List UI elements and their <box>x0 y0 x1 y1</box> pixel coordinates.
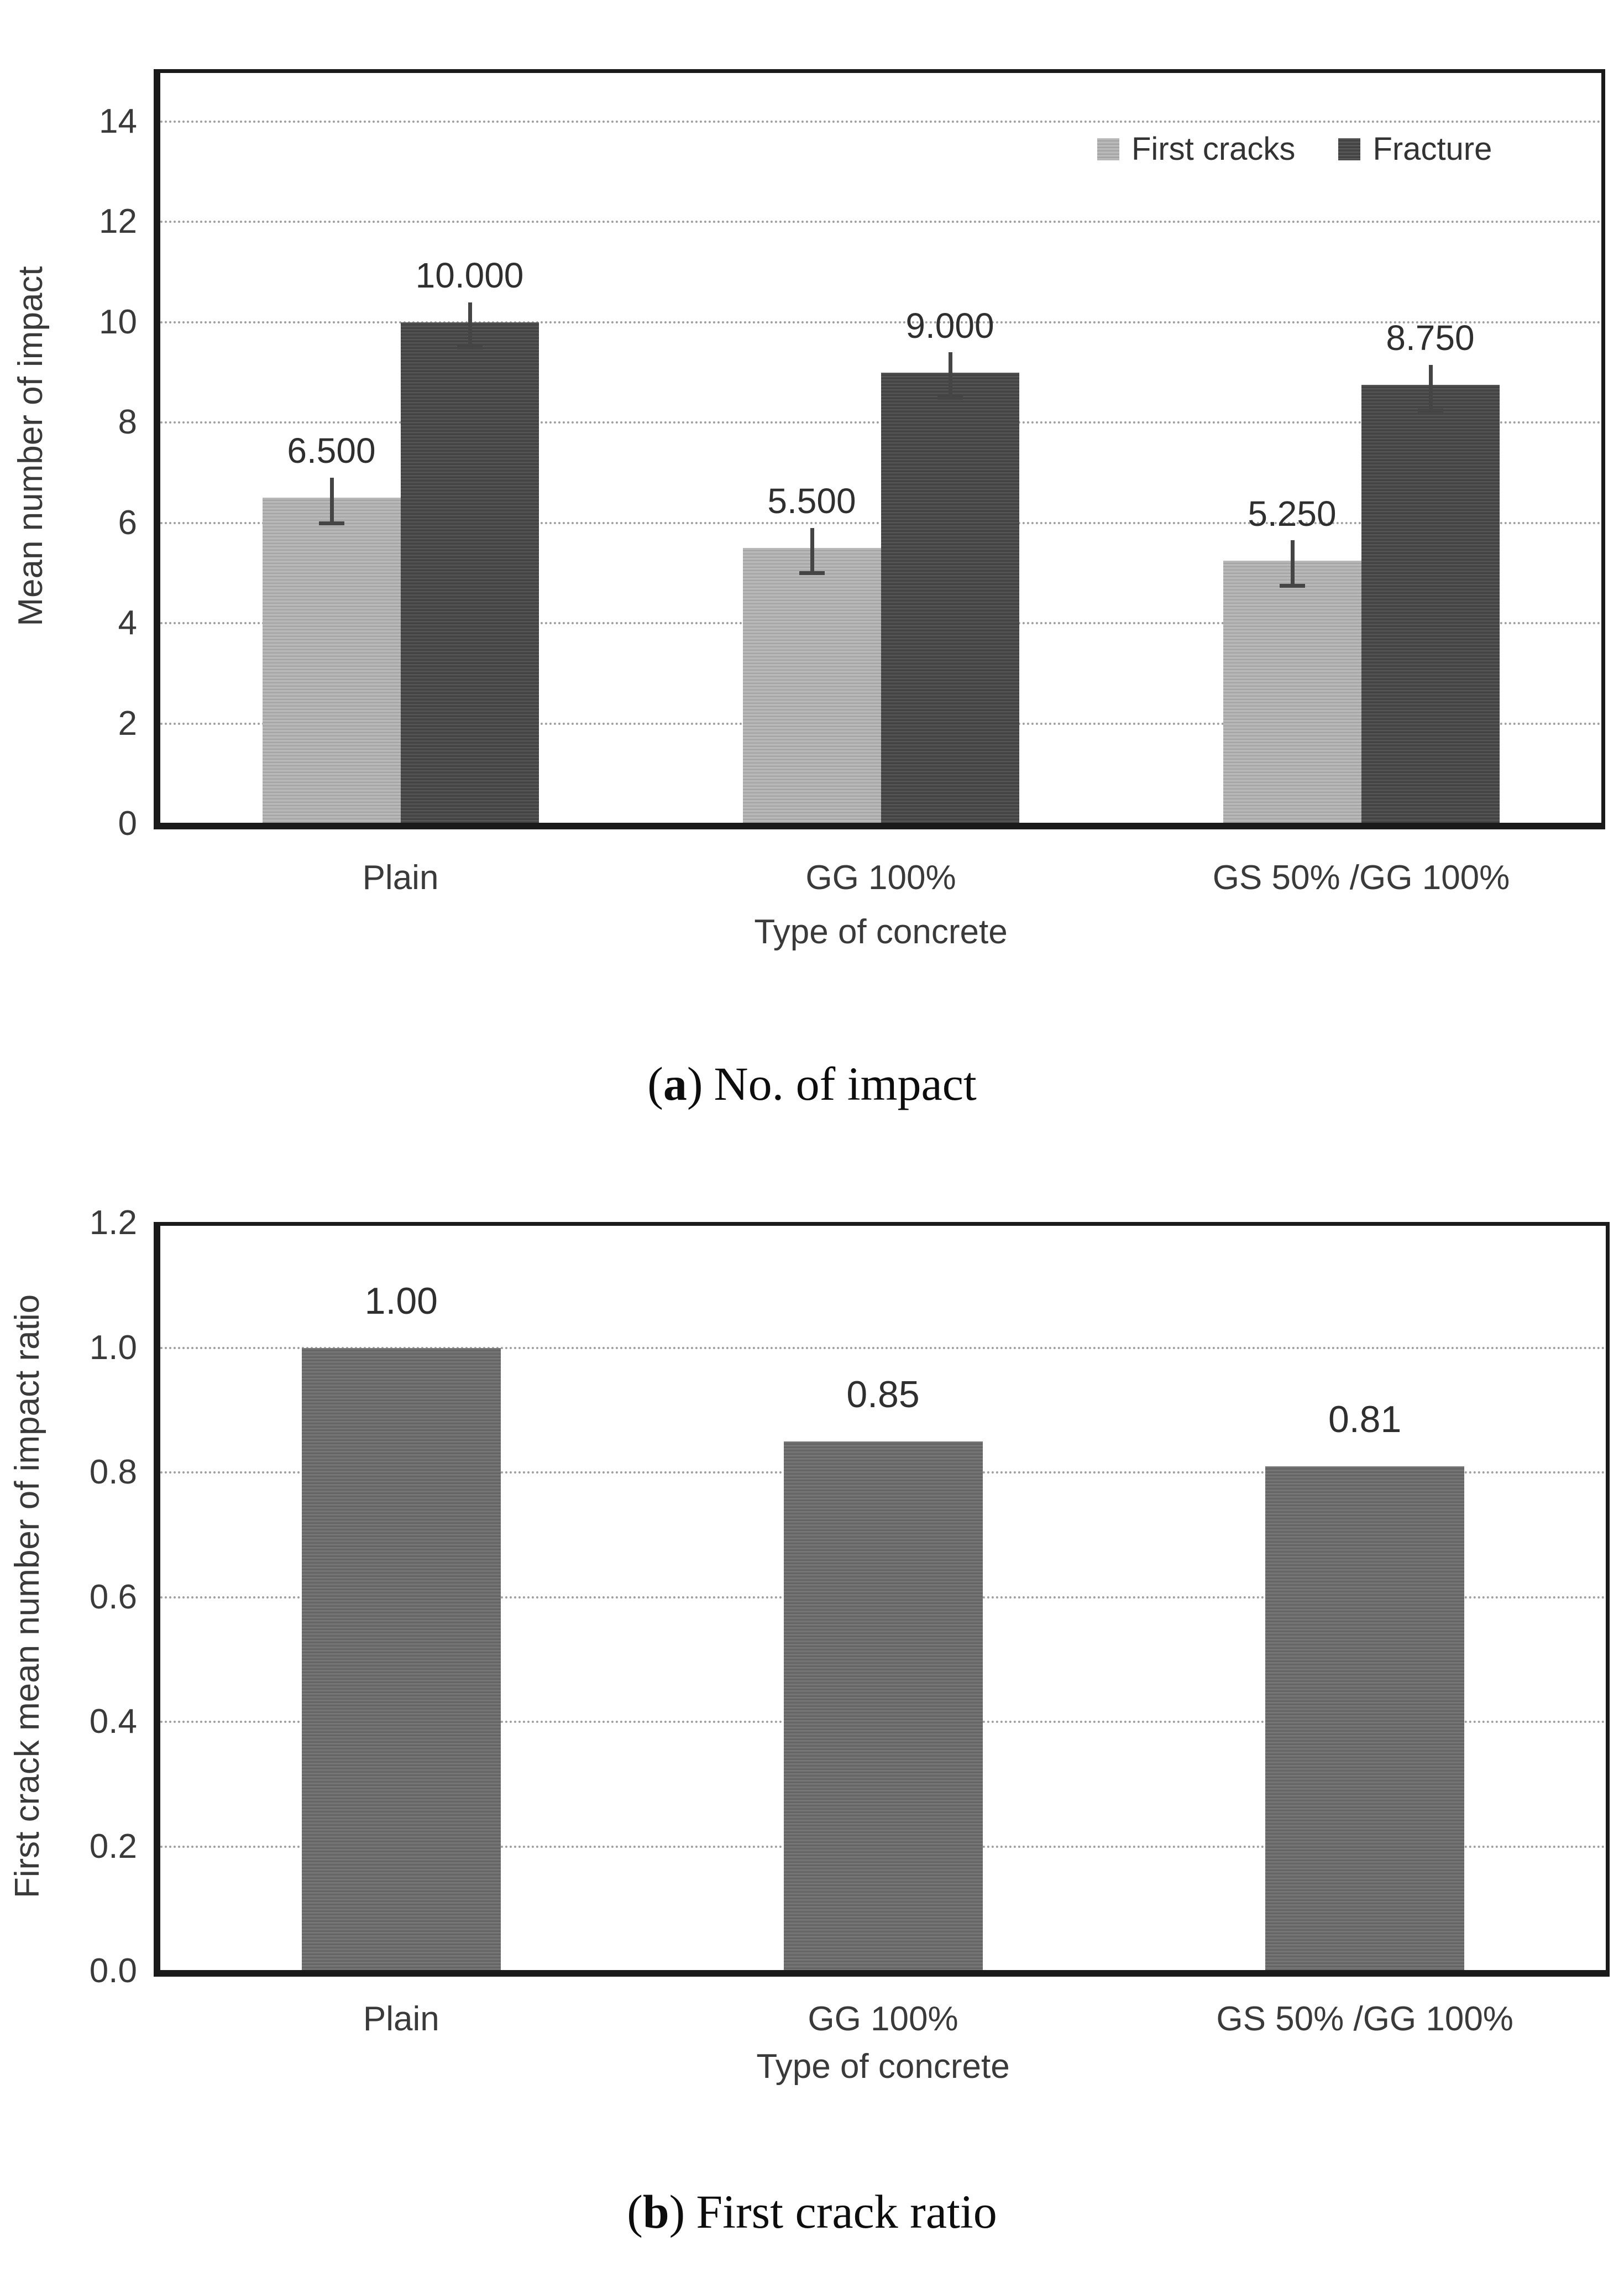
y-tick-label: 0.0 <box>89 1952 137 1990</box>
legend-swatch-first-cracks <box>1097 138 1119 160</box>
y-tick-label: 2 <box>118 704 137 743</box>
x-axis-title-ratio: Type of concrete <box>756 2047 1010 2086</box>
bar-fracture <box>1361 385 1500 824</box>
plot-border-right <box>1601 69 1605 829</box>
bar-first-crack-ratio <box>301 1347 501 1971</box>
x-category-label: GG 100% <box>808 2000 958 2038</box>
y-tick-label: 1.2 <box>89 1204 137 1242</box>
y-tick-label: 0.8 <box>89 1453 137 1491</box>
y-tick-label: 14 <box>99 102 137 140</box>
y-axis-line <box>154 1222 160 1977</box>
y-tick-label: 0.2 <box>89 1827 137 1866</box>
x-axis-title-impact: Type of concrete <box>754 913 1008 951</box>
y-tick-label: 12 <box>99 202 137 241</box>
y-axis-title-impact: Mean number of impact <box>12 266 50 626</box>
legend-label-fracture: Fracture <box>1372 131 1492 167</box>
error-bar <box>1290 540 1295 586</box>
y-axis-line <box>154 69 160 829</box>
bar-data-label: 6.500 <box>287 431 376 471</box>
bar-data-label: 5.500 <box>767 481 856 521</box>
caption-a: (a) No. of impact <box>0 1056 1624 1111</box>
bar-first-crack-ratio <box>783 1441 983 1971</box>
x-category-label: Plain <box>363 2000 439 2038</box>
x-category-label: Plain <box>362 859 439 897</box>
bar-fracture <box>400 322 539 824</box>
gridline <box>160 121 1601 123</box>
bar-data-label: 0.81 <box>1328 1398 1402 1440</box>
plot-border-top <box>154 1222 1610 1226</box>
error-bar-cap <box>457 346 483 350</box>
y-tick-label: 6 <box>118 503 137 542</box>
bar-data-label: 0.85 <box>846 1373 920 1415</box>
error-bar <box>948 352 952 398</box>
legend: First cracks Fracture <box>1097 130 1492 168</box>
bar-data-label: 5.250 <box>1248 493 1337 534</box>
error-bar-cap <box>1279 584 1305 588</box>
gridline <box>160 221 1601 223</box>
x-category-label: GG 100% <box>805 859 956 897</box>
gridline <box>160 1346 1606 1349</box>
bar-data-label: 1.00 <box>364 1279 438 1322</box>
bar-first-cracks <box>742 548 881 824</box>
x-axis-line <box>154 823 1605 829</box>
caption-b-open: ( <box>627 2185 643 2238</box>
bar-data-label: 10.000 <box>415 255 524 295</box>
caption-a-close: ) <box>687 1057 703 1110</box>
plot-border-top <box>154 69 1605 73</box>
error-bar-cap <box>937 395 963 400</box>
caption-a-text: No. of impact <box>714 1057 977 1110</box>
caption-a-letter: a <box>663 1057 687 1110</box>
x-category-label: GS 50% /GG 100% <box>1212 859 1510 897</box>
caption-b-letter: b <box>642 2185 669 2238</box>
plot-border-right <box>1606 1222 1610 1977</box>
error-bar <box>468 302 472 348</box>
caption-b-close: ) <box>669 2185 685 2238</box>
error-bar <box>329 478 334 523</box>
y-tick-label: 8 <box>118 403 137 442</box>
error-bar-cap <box>799 571 825 576</box>
caption-b: (b) First crack ratio <box>0 2184 1624 2239</box>
x-category-label: GS 50% /GG 100% <box>1216 2000 1513 2038</box>
y-tick-label: 10 <box>99 302 137 341</box>
error-bar <box>1428 364 1433 410</box>
gridline <box>160 321 1601 323</box>
caption-a-open: ( <box>647 1057 663 1110</box>
bar-first-cracks <box>262 498 401 824</box>
y-tick-label: 0 <box>118 804 137 843</box>
bar-first-crack-ratio <box>1265 1466 1465 1971</box>
x-axis-line <box>154 1970 1610 1977</box>
error-bar-cap <box>318 521 344 525</box>
legend-swatch-fracture <box>1338 138 1361 160</box>
y-tick-label: 4 <box>118 604 137 642</box>
y-tick-label: 0.4 <box>89 1702 137 1741</box>
bar-data-label: 9.000 <box>905 305 994 346</box>
bar-data-label: 8.750 <box>1386 318 1475 358</box>
legend-label-first-cracks: First cracks <box>1131 131 1296 167</box>
y-axis-title-ratio: First crack mean number of impact ratio <box>8 1294 46 1899</box>
error-bar <box>810 527 814 573</box>
caption-b-text: First crack ratio <box>696 2185 997 2238</box>
bar-fracture <box>881 372 1019 824</box>
y-tick-label: 0.6 <box>89 1577 137 1616</box>
bar-first-cracks <box>1223 560 1361 824</box>
error-bar-cap <box>1417 408 1443 412</box>
y-tick-label: 1.0 <box>89 1328 137 1367</box>
